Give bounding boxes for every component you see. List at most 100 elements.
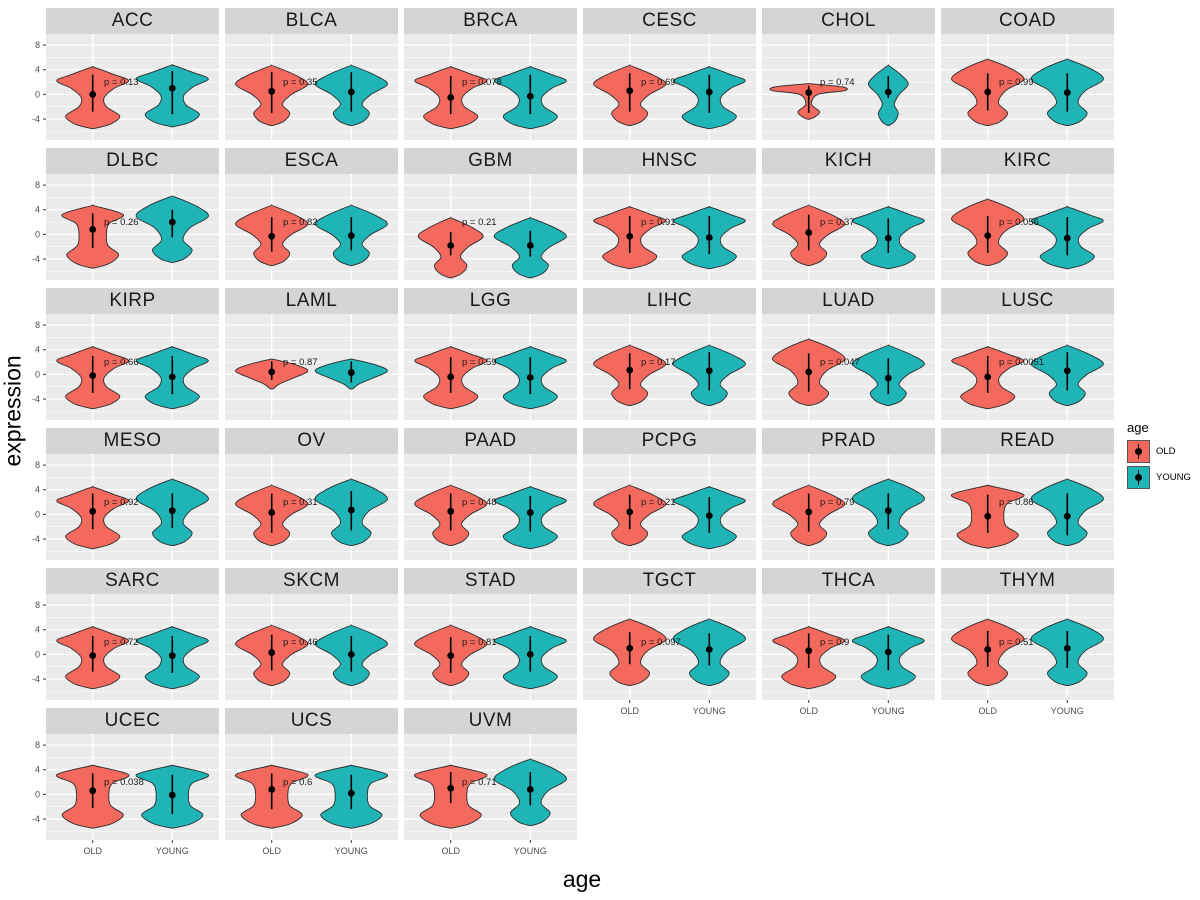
violin-young-median-dot [526, 786, 534, 793]
violin-young-median-dot [168, 373, 176, 381]
violin-young-median-dot [347, 232, 355, 240]
facet-luad: LUAD p = 0.047 [762, 288, 935, 420]
violin-young-median-dot [705, 646, 713, 653]
facet-read: READ p = 0.86 [941, 428, 1114, 560]
violin-old-median-dot [447, 242, 455, 249]
facet-strip-title: KIRP [46, 288, 219, 314]
facet-panel: p = 0.9 OLD YOUNG [762, 594, 935, 716]
violin-old-median-dot [89, 226, 97, 233]
facet-strip-title: CHOL [762, 8, 935, 34]
y-tick-label: 8 [35, 460, 40, 470]
violin-old-median-dot [805, 647, 813, 655]
x-tick-label: YOUNG [335, 846, 368, 856]
y-tick-label: 0 [35, 509, 40, 519]
facet-panel: p = 0.21 [404, 174, 577, 280]
facet-strip-title: CESC [583, 8, 756, 34]
y-tick-label: 0 [35, 89, 40, 99]
facet-strip-title: UCS [225, 708, 398, 734]
violin-young-median-dot [884, 374, 892, 382]
facet-strip-title: PRAD [762, 428, 935, 454]
p-value-label: p = 0.6 [283, 777, 312, 788]
violin-young-median-dot [1063, 512, 1071, 520]
y-tick-label: 8 [35, 740, 40, 750]
facet-panel: p = 0.66 8 4 0 -4 [32, 314, 219, 420]
facet-strip-title: BLCA [225, 8, 398, 34]
y-tick-label: 8 [35, 180, 40, 190]
y-tick-label: 4 [35, 65, 40, 75]
violin-young-median-dot [884, 648, 892, 656]
violin-old-median-dot [268, 649, 276, 656]
y-tick-label: 4 [35, 765, 40, 775]
legend-title: age [1127, 420, 1149, 435]
facet-strip-title: KIRC [941, 148, 1114, 174]
facet-strip-title: SARC [46, 568, 219, 594]
violin-young-median-dot [705, 234, 713, 241]
facet-stad: STAD p = 0.81 [404, 568, 577, 700]
facet-lihc: LIHC p = 0.17 [583, 288, 756, 420]
legend-swatch-young-icon [1127, 466, 1150, 489]
p-value-label: p = 0.59 [462, 357, 497, 368]
p-value-label: p = 0.0051 [999, 357, 1044, 368]
facet-strip-title: MESO [46, 428, 219, 454]
legend-key-young: YOUNG [1127, 466, 1199, 489]
facet-strip-title: BRCA [404, 8, 577, 34]
facet-kirp: KIRP p = 0.66 8 4 0 -4 [32, 288, 219, 420]
facet-panel: p = 0.79 [762, 454, 935, 560]
violin-young-median-dot [168, 791, 176, 799]
p-value-label: p = 0.51 [999, 637, 1034, 648]
violin-old-median-dot [89, 787, 97, 795]
facet-laml: LAML p = 0.87 [225, 288, 398, 420]
p-value-label: p = 0.078 [462, 77, 502, 88]
facet-cesc: CESC p = 0.69 [583, 8, 756, 140]
facet-grid: ACC p = 0.13 8 4 0 -4 BLCA p = 0.35 BRCA p = 0.07… [32, 8, 1118, 856]
facet-panel: p = 0.82 [225, 174, 398, 280]
violin-young-median-dot [526, 92, 534, 100]
legend: age OLD YOUNG [1127, 420, 1199, 492]
facet-lgg: LGG p = 0.59 [404, 288, 577, 420]
facet-panel: p = 0.48 [404, 454, 577, 560]
x-axis-title: age [562, 866, 602, 892]
facet-lusc: LUSC p = 0.0051 [941, 288, 1114, 420]
facet-panel: p = 0.69 [583, 34, 756, 140]
facet-strip-title: ACC [46, 8, 219, 34]
x-tick-label: YOUNG [514, 846, 547, 856]
violin-young-median-dot [884, 88, 892, 96]
facet-panel: p = 0.92 8 4 0 -4 [32, 454, 219, 560]
x-tick-label: OLD [978, 706, 997, 716]
facet-sarc: SARC p = 0.72 8 4 0 -4 [32, 568, 219, 700]
y-axis-title: expression [0, 355, 26, 467]
violin-old-median-dot [984, 232, 992, 240]
violin-young-median-dot [1063, 367, 1071, 375]
facet-panel: p = 0.71 OLD YOUNG [404, 734, 577, 856]
p-value-label: p = 0.21 [462, 217, 497, 228]
x-tick-label: OLD [620, 706, 639, 716]
facet-strip-title: SKCM [225, 568, 398, 594]
p-value-label: p = 0.86 [999, 497, 1034, 508]
facet-skcm: SKCM p = 0.46 [225, 568, 398, 700]
p-value-label: p = 0.056 [999, 217, 1039, 228]
y-tick-label: -4 [32, 394, 40, 404]
violin-young-median-dot [705, 367, 713, 375]
p-value-label: p = 0.81 [462, 637, 497, 648]
legend-key-old: OLD [1127, 440, 1199, 463]
facet-strip-title: COAD [941, 8, 1114, 34]
facet-hnsc: HNSC p = 0.91 [583, 148, 756, 280]
x-tick-label: OLD [799, 706, 818, 716]
facet-panel: p = 0.038 8 4 0 -4 OLD YOUNG [32, 734, 219, 856]
facet-pcpg: PCPG p = 0.21 [583, 428, 756, 560]
violin-old-median-dot [805, 368, 813, 376]
facet-strip-title: PCPG [583, 428, 756, 454]
violin-old-median-dot [626, 87, 634, 95]
violin-young-median-dot [168, 507, 176, 515]
violin-old-median-dot [626, 508, 634, 516]
facet-panel: p = 0.078 [404, 34, 577, 140]
p-value-label: p = 0.87 [283, 357, 318, 368]
p-value-label: p = 0.17 [641, 357, 676, 368]
facet-strip-title: HNSC [583, 148, 756, 174]
facet-kich: KICH p = 0.37 [762, 148, 935, 280]
violin-old-median-dot [984, 646, 992, 653]
violin-old-median-dot [805, 229, 813, 236]
facet-strip-title: STAD [404, 568, 577, 594]
legend-label-old: OLD [1156, 446, 1176, 457]
y-tick-label: 0 [35, 649, 40, 659]
